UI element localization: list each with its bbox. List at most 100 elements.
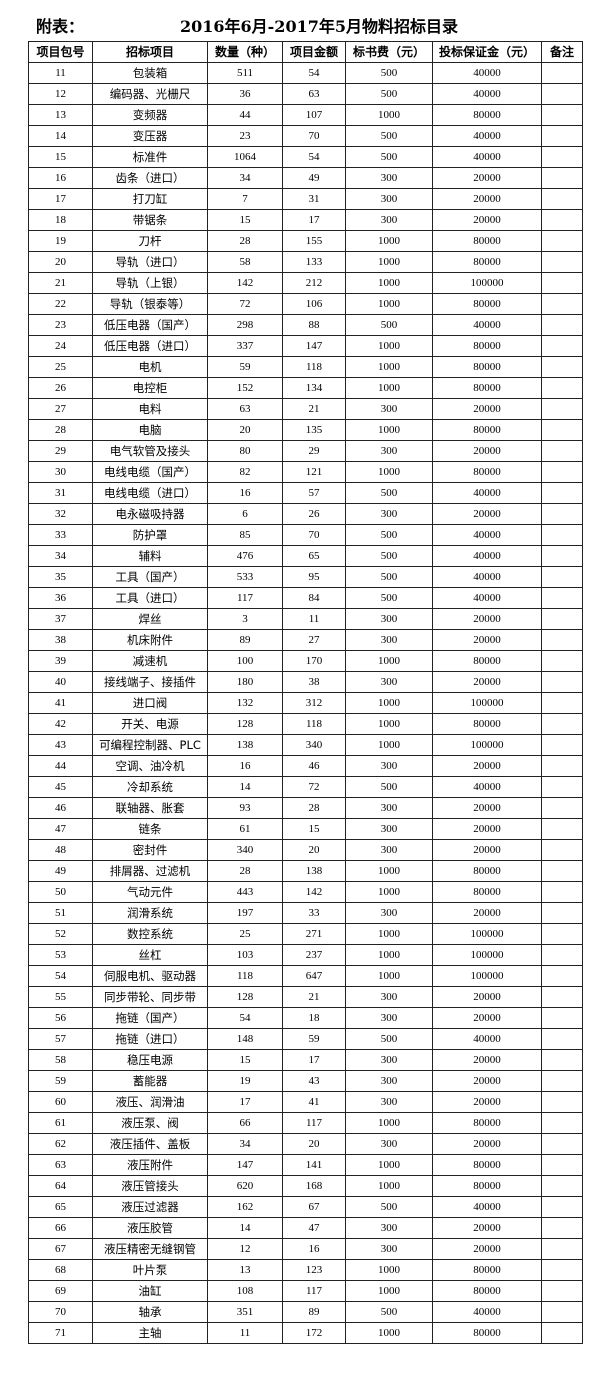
cell-package-no: 20 [28, 251, 93, 273]
cell-quantity: 17 [207, 1091, 283, 1113]
cell-item-name: 电永磁吸持器 [92, 503, 208, 525]
cell-item-name: 联轴器、胀套 [92, 797, 208, 819]
cell-remarks [541, 335, 583, 357]
cell-tender-fee: 300 [345, 1217, 433, 1239]
cell-item-name: 电料 [92, 398, 208, 420]
cell-quantity: 118 [207, 965, 283, 987]
cell-quantity: 28 [207, 860, 283, 882]
cell-package-no: 27 [28, 398, 93, 420]
table-row: 59 蓄能器 19 43 300 20000 [28, 1070, 583, 1092]
cell-item-name: 液压泵、阀 [92, 1112, 208, 1134]
table-row: 37 焊丝 3 11 300 20000 [28, 608, 583, 630]
cell-remarks [541, 272, 583, 294]
cell-quantity: 351 [207, 1301, 283, 1323]
cell-item-amount: 134 [282, 377, 346, 399]
cell-tender-fee: 300 [345, 818, 433, 840]
cell-package-no: 36 [28, 587, 93, 609]
header-bid-bond: 投标保证金（元） [432, 41, 542, 63]
cell-item-amount: 118 [282, 713, 346, 735]
table-row: 55 同步带轮、同步带 128 21 300 20000 [28, 986, 583, 1008]
cell-remarks [541, 692, 583, 714]
cell-remarks [541, 1217, 583, 1239]
cell-tender-fee: 1000 [345, 1280, 433, 1302]
cell-bid-bond: 80000 [432, 251, 542, 273]
table-row: 66 液压胶管 14 47 300 20000 [28, 1217, 583, 1239]
cell-item-name: 电气软管及接头 [92, 440, 208, 462]
cell-bid-bond: 20000 [432, 1133, 542, 1155]
cell-item-amount: 118 [282, 356, 346, 378]
cell-bid-bond: 20000 [432, 440, 542, 462]
cell-item-name: 变频器 [92, 104, 208, 126]
cell-bid-bond: 100000 [432, 923, 542, 945]
cell-item-amount: 31 [282, 188, 346, 210]
cell-remarks [541, 146, 583, 168]
cell-tender-fee: 300 [345, 797, 433, 819]
cell-bid-bond: 100000 [432, 692, 542, 714]
cell-bid-bond: 20000 [432, 755, 542, 777]
cell-remarks [541, 356, 583, 378]
cell-remarks [541, 1238, 583, 1260]
cell-quantity: 620 [207, 1175, 283, 1197]
cell-tender-fee: 1000 [345, 965, 433, 987]
cell-package-no: 15 [28, 146, 93, 168]
cell-package-no: 57 [28, 1028, 93, 1050]
cell-item-name: 减速机 [92, 650, 208, 672]
cell-package-no: 63 [28, 1154, 93, 1176]
cell-bid-bond: 80000 [432, 1322, 542, 1344]
cell-package-no: 32 [28, 503, 93, 525]
table-row: 30 电线电缆（国产） 82 121 1000 80000 [28, 461, 583, 483]
cell-quantity: 54 [207, 1007, 283, 1029]
cell-item-name: 防护罩 [92, 524, 208, 546]
cell-item-name: 同步带轮、同步带 [92, 986, 208, 1008]
cell-bid-bond: 80000 [432, 713, 542, 735]
table-row: 69 油缸 108 117 1000 80000 [28, 1280, 583, 1302]
cell-tender-fee: 500 [345, 524, 433, 546]
cell-item-name: 液压、润滑油 [92, 1091, 208, 1113]
cell-package-no: 48 [28, 839, 93, 861]
cell-item-name: 电机 [92, 356, 208, 378]
cell-remarks [541, 545, 583, 567]
cell-item-amount: 88 [282, 314, 346, 336]
cell-remarks [541, 986, 583, 1008]
table-row: 54 伺服电机、驱动器 118 647 1000 100000 [28, 965, 583, 987]
cell-package-no: 37 [28, 608, 93, 630]
cell-tender-fee: 500 [345, 62, 433, 84]
cell-quantity: 34 [207, 1133, 283, 1155]
table-row: 17 打刀缸 7 31 300 20000 [28, 188, 583, 210]
cell-package-no: 19 [28, 230, 93, 252]
table-row: 51 润滑系统 197 33 300 20000 [28, 902, 583, 924]
table-row: 20 导轨（进口） 58 133 1000 80000 [28, 251, 583, 273]
cell-item-name: 主轴 [92, 1322, 208, 1344]
cell-item-amount: 170 [282, 650, 346, 672]
cell-quantity: 100 [207, 650, 283, 672]
cell-remarks [541, 62, 583, 84]
cell-item-amount: 17 [282, 209, 346, 231]
cell-remarks [541, 797, 583, 819]
cell-package-no: 16 [28, 167, 93, 189]
cell-quantity: 340 [207, 839, 283, 861]
cell-tender-fee: 1000 [345, 944, 433, 966]
table-row: 49 排屑器、过滤机 28 138 1000 80000 [28, 860, 583, 882]
cell-quantity: 108 [207, 1280, 283, 1302]
cell-tender-fee: 500 [345, 125, 433, 147]
cell-item-name: 低压电器（进口） [92, 335, 208, 357]
cell-item-amount: 84 [282, 587, 346, 609]
cell-bid-bond: 20000 [432, 209, 542, 231]
cell-quantity: 15 [207, 1049, 283, 1071]
cell-package-no: 52 [28, 923, 93, 945]
cell-remarks [541, 314, 583, 336]
cell-item-amount: 107 [282, 104, 346, 126]
cell-remarks [541, 104, 583, 126]
cell-item-name: 空调、油冷机 [92, 755, 208, 777]
cell-tender-fee: 500 [345, 587, 433, 609]
cell-item-amount: 47 [282, 1217, 346, 1239]
cell-item-amount: 155 [282, 230, 346, 252]
table-row: 33 防护罩 85 70 500 40000 [28, 524, 583, 546]
cell-quantity: 152 [207, 377, 283, 399]
table-row: 16 齿条（进口） 34 49 300 20000 [28, 167, 583, 189]
cell-bid-bond: 80000 [432, 335, 542, 357]
cell-quantity: 132 [207, 692, 283, 714]
cell-quantity: 14 [207, 1217, 283, 1239]
cell-item-name: 标准件 [92, 146, 208, 168]
cell-quantity: 82 [207, 461, 283, 483]
